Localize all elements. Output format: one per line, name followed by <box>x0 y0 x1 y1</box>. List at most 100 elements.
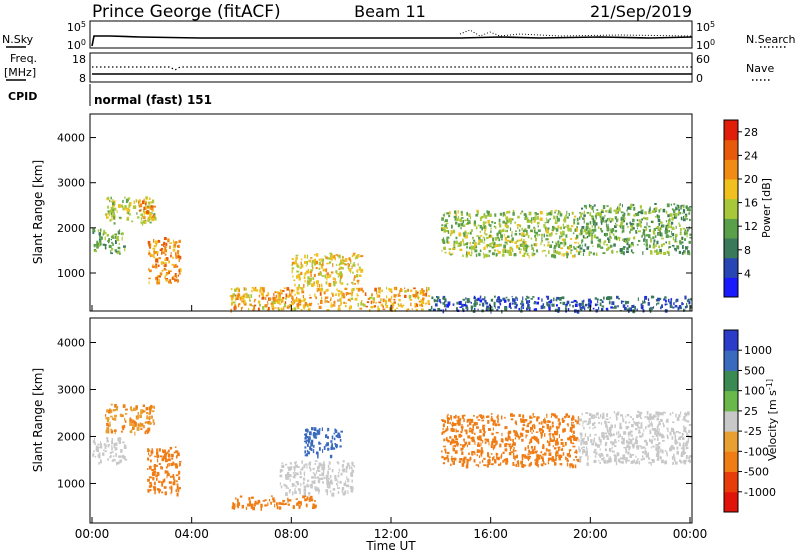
echo-cell-4-170 <box>342 492 346 496</box>
echo-cell-4-184 <box>327 470 329 475</box>
velocity-cbar-label-4: -25 <box>744 425 762 438</box>
echo-cell-8-315 <box>638 219 641 223</box>
echo-cell-5-276 <box>271 306 275 310</box>
echo-cell-8-255 <box>621 225 625 230</box>
echo-cell-4-112 <box>291 269 293 274</box>
echo-cell-6-144 <box>664 296 667 299</box>
echo-cell-7-465 <box>455 236 458 240</box>
echo-cell-7-136 <box>545 217 547 221</box>
echo-cell-7-320 <box>680 460 683 464</box>
echo-cell-6-153 <box>512 438 514 442</box>
echo-cell-6-76 <box>432 308 436 312</box>
echo-cell-7-138 <box>671 436 674 440</box>
echo-cell-8-338 <box>617 217 619 222</box>
echo-cell-2-68 <box>157 458 159 463</box>
echo-cell-4-183 <box>326 262 329 265</box>
echo-cell-7-450 <box>511 231 513 234</box>
echo-cell-7-476 <box>453 248 456 250</box>
echo-cell-6-169 <box>508 444 511 448</box>
echo-cell-8-382 <box>627 226 629 228</box>
echo-cell-6-497 <box>458 460 462 463</box>
echo-cell-8-480 <box>609 240 611 243</box>
echo-cell-7-134 <box>489 224 492 227</box>
echo-cell-1-114 <box>111 200 113 203</box>
echo-cell-6-135 <box>532 296 535 298</box>
echo-cell-0-37 <box>116 252 119 255</box>
echo-cell-7-144 <box>582 424 584 427</box>
echo-cell-3-101 <box>164 262 167 264</box>
echo-cell-8-461 <box>614 216 617 219</box>
echo-cell-1-17 <box>114 430 116 435</box>
echo-cell-5-104 <box>411 308 413 310</box>
echo-cell-4-79 <box>353 465 355 468</box>
echo-cell-8-76 <box>580 214 582 218</box>
echo-cell-6-549 <box>508 431 510 434</box>
echo-cell-4-141 <box>279 482 281 486</box>
echo-cell-1-113 <box>108 213 111 217</box>
echo-cell-6-2 <box>560 448 564 451</box>
echo-cell-8-309 <box>643 232 646 237</box>
echo-cell-6-290 <box>436 297 439 300</box>
colorbar-swatch-3 <box>724 431 738 452</box>
echo-cell-7-88 <box>617 435 620 438</box>
echo-cell-6-215 <box>440 301 442 304</box>
echo-cell-5-17 <box>310 447 313 451</box>
echo-cell-7-375 <box>659 456 662 460</box>
echo-cell-6-113 <box>542 425 545 428</box>
echo-cell-3-83 <box>236 503 239 508</box>
echo-cell-6-293 <box>526 434 528 437</box>
echo-cell-7-394 <box>622 460 624 463</box>
echo-cell-2-111 <box>176 450 179 453</box>
echo-cell-4-111 <box>350 488 354 493</box>
echo-cell-6-36 <box>483 427 485 431</box>
echo-cell-4-105 <box>299 472 302 475</box>
echo-cell-6-235 <box>537 297 540 300</box>
echo-cell-4-76 <box>329 261 332 264</box>
echo-cell-6-521 <box>516 454 518 459</box>
echo-cell-6-183 <box>444 420 447 424</box>
echo-cell-7-459 <box>485 221 487 224</box>
echo-cell-8-393 <box>577 251 581 256</box>
echo-cell-4-166 <box>308 492 311 495</box>
echo-cell-8-252 <box>689 218 691 221</box>
echo-cell-6-498 <box>445 428 449 431</box>
echo-cell-6-141 <box>451 440 453 444</box>
echo-cell-1-75 <box>149 421 151 425</box>
echo-cell-6-268 <box>689 305 693 309</box>
echo-cell-2-5 <box>151 209 154 212</box>
echo-cell-7-43 <box>617 458 620 462</box>
echo-cell-4-162 <box>338 254 341 259</box>
echo-cell-8-97 <box>622 214 624 217</box>
echo-cell-6-283 <box>522 464 524 467</box>
echo-cell-4-58 <box>348 465 351 470</box>
echo-cell-4-46 <box>316 283 319 288</box>
echo-cell-7-345 <box>595 416 598 418</box>
echo-cell-7-452 <box>549 233 552 237</box>
echo-cell-4-117 <box>346 462 350 467</box>
echo-cell-7-485 <box>650 440 653 444</box>
velocity-cbar-label-2: 100 <box>744 385 765 398</box>
echo-cell-1-112 <box>130 419 133 422</box>
echo-cell-0-1 <box>104 450 107 453</box>
echo-cell-6-266 <box>559 463 562 465</box>
echo-cell-6-186 <box>456 444 459 447</box>
echo-cell-1-78 <box>132 424 135 427</box>
echo-cell-8-380 <box>618 207 621 212</box>
echo-cell-7-201 <box>498 251 501 254</box>
echo-cell-6-468 <box>441 455 444 459</box>
echo-cell-6-278 <box>488 456 491 458</box>
echo-cell-4-151 <box>291 483 295 487</box>
echo-cell-7-481 <box>466 246 468 249</box>
echo-cell-4-193 <box>340 472 343 476</box>
echo-cell-8-184 <box>672 209 674 211</box>
echo-cell-7-303 <box>682 449 684 452</box>
echo-cell-7-197 <box>444 224 447 228</box>
echo-cell-1-94 <box>110 428 113 432</box>
echo-cell-7-207 <box>480 234 483 237</box>
echo-cell-7-231 <box>675 442 677 445</box>
echo-cell-8-440 <box>613 243 616 247</box>
echo-cell-1-4 <box>135 421 137 426</box>
echo-cell-6-219 <box>501 309 503 314</box>
echo-cell-7-202 <box>507 211 509 213</box>
echo-cell-4-17 <box>297 488 301 491</box>
